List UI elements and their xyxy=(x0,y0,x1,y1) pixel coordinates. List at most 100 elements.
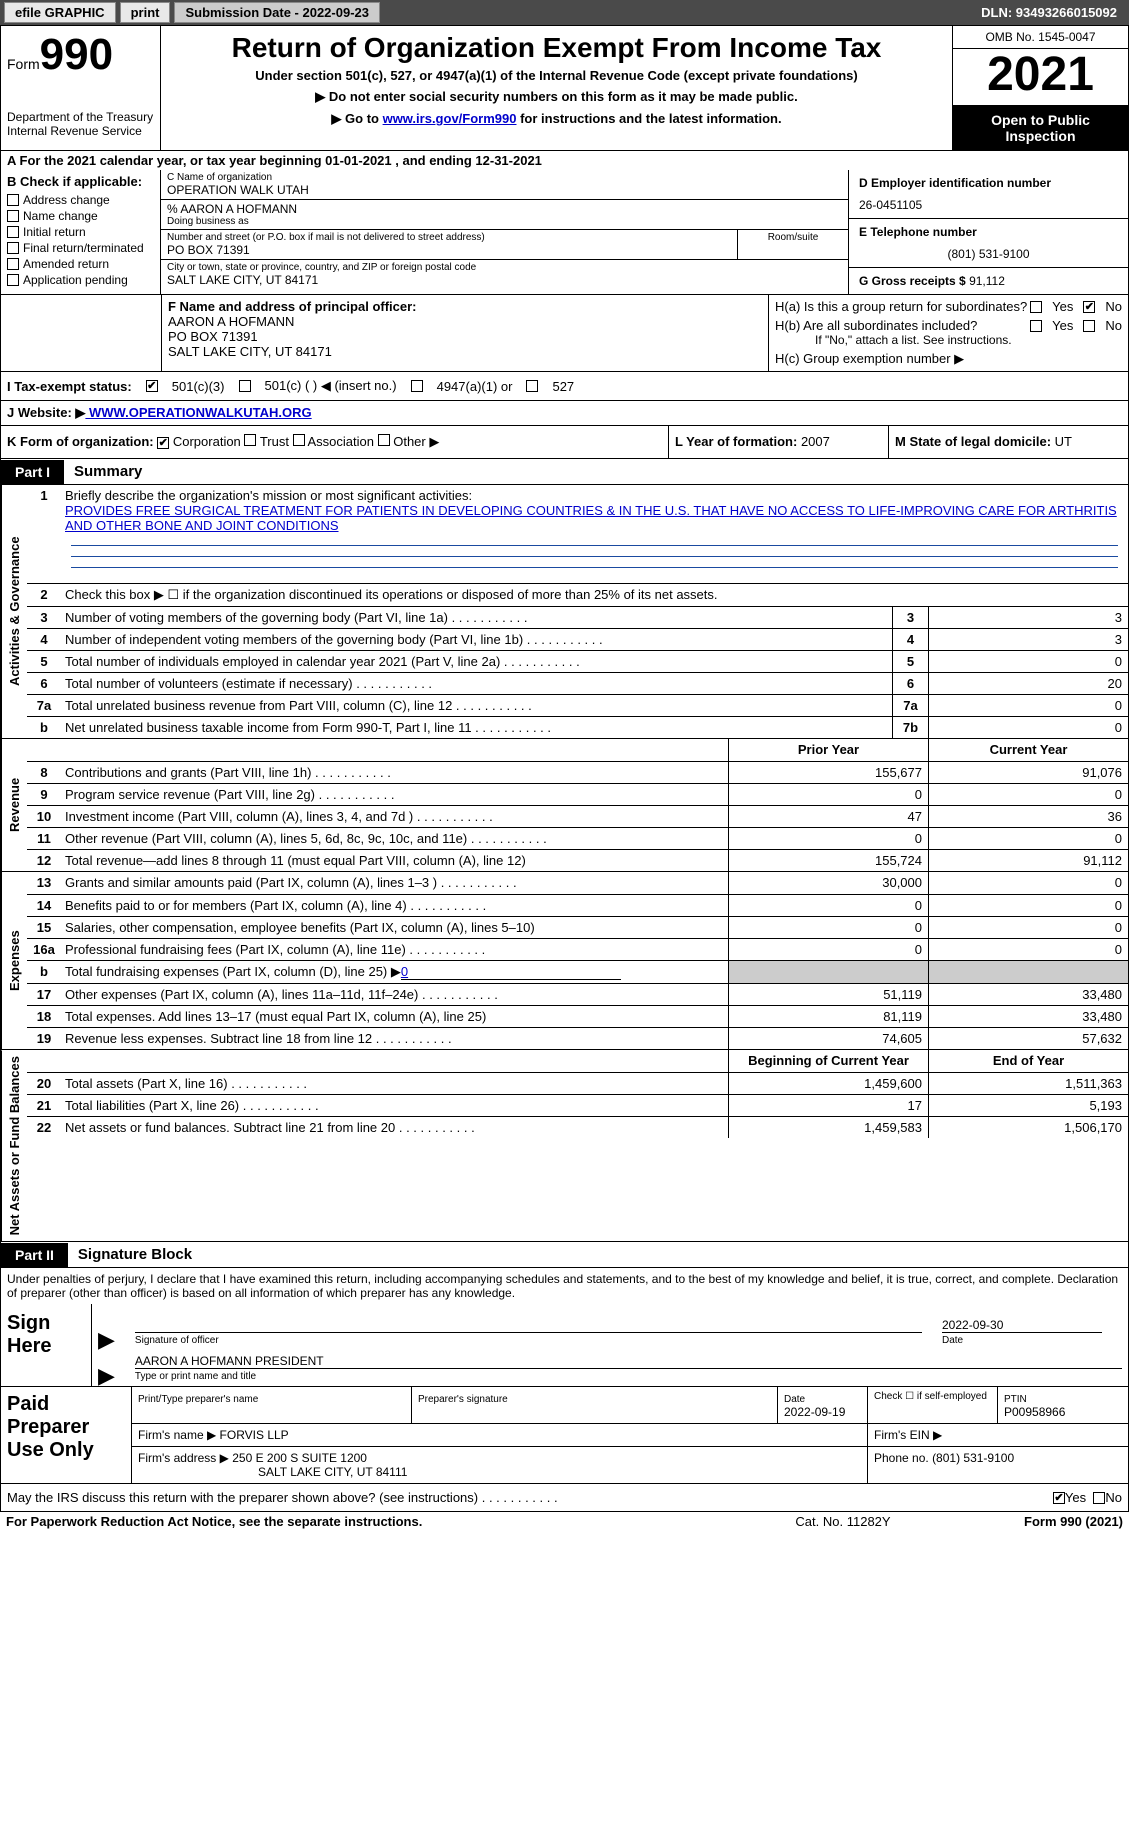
prior-21: 17 xyxy=(728,1095,928,1116)
part-1-header: Part I Summary xyxy=(0,459,1129,485)
prior-14: 0 xyxy=(728,895,928,916)
curr-12: 91,112 xyxy=(928,850,1128,871)
website-link[interactable]: WWW.OPERATIONWALKUTAH.ORG xyxy=(85,405,311,420)
dln-label: DLN: 93493266015092 xyxy=(981,5,1125,20)
curr-10: 36 xyxy=(928,806,1128,827)
form-number: Form990 xyxy=(7,30,154,80)
toolbar: efile GRAPHIC print Submission Date - 20… xyxy=(0,0,1129,25)
section-expenses: Expenses 13Grants and similar amounts pa… xyxy=(0,872,1129,1050)
org-name: OPERATION WALK UTAH xyxy=(167,183,842,197)
dept-treasury: Department of the Treasury xyxy=(7,110,154,124)
form-title: Return of Organization Exempt From Incom… xyxy=(167,32,946,64)
curr-8: 91,076 xyxy=(928,762,1128,783)
prior-10: 47 xyxy=(728,806,928,827)
org-name-label: C Name of organization xyxy=(167,172,842,183)
box-f-label: F Name and address of principal officer: xyxy=(168,299,762,314)
discuss-no-checkbox[interactable] xyxy=(1093,1492,1105,1504)
mission-text: PROVIDES FREE SURGICAL TREATMENT FOR PAT… xyxy=(65,503,1117,533)
signature-officer-label: Signature of officer xyxy=(135,1332,922,1346)
prior-22: 1,459,583 xyxy=(728,1117,928,1138)
dba-label: Doing business as xyxy=(167,216,842,227)
firm-ein-label: Firm's EIN ▶ xyxy=(874,1428,942,1442)
checkbox-501c[interactable] xyxy=(239,380,251,392)
prior-11: 0 xyxy=(728,828,928,849)
checkbox-application-pending[interactable] xyxy=(7,274,19,286)
checkbox-initial-return[interactable] xyxy=(7,226,19,238)
checkbox-501c3[interactable] xyxy=(146,380,158,392)
section-activities-governance: Activities & Governance 1 Briefly descri… xyxy=(0,485,1129,739)
print-button[interactable]: print xyxy=(120,2,171,23)
curr-20: 1,511,363 xyxy=(928,1073,1128,1094)
state-domicile: UT xyxy=(1055,434,1072,449)
val-7a: 0 xyxy=(928,695,1128,716)
checkbox-name-change[interactable] xyxy=(7,210,19,222)
city-label: City or town, state or province, country… xyxy=(167,262,842,273)
prior-16a: 0 xyxy=(728,939,928,960)
irs-discuss-row: May the IRS discuss this return with the… xyxy=(0,1484,1129,1512)
checkbox-association[interactable] xyxy=(293,434,305,446)
checkbox-4947a1[interactable] xyxy=(411,380,423,392)
prior-19: 74,605 xyxy=(728,1028,928,1049)
row-klm: K Form of organization: Corporation Trus… xyxy=(0,426,1129,459)
box-i-status: I Tax-exempt status: 501(c)(3) 501(c) ( … xyxy=(0,372,1129,401)
officer-street: PO BOX 71391 xyxy=(168,329,762,344)
section-net-assets: Net Assets or Fund Balances Beginning of… xyxy=(0,1050,1129,1242)
hb-no-checkbox[interactable] xyxy=(1083,320,1095,332)
curr-21: 5,193 xyxy=(928,1095,1128,1116)
ha-no-checkbox[interactable] xyxy=(1083,301,1095,313)
fundraising-total: 0 xyxy=(401,964,621,980)
curr-22: 1,506,170 xyxy=(928,1117,1128,1138)
prior-8: 155,677 xyxy=(728,762,928,783)
ha-yes-checkbox[interactable] xyxy=(1030,301,1042,313)
signature-date: 2022-09-30 xyxy=(942,1318,1122,1332)
checkbox-final-return[interactable] xyxy=(7,242,19,254)
prior-20: 1,459,600 xyxy=(728,1073,928,1094)
officer-printed-name: AARON A HOFMANN PRESIDENT xyxy=(135,1354,1122,1368)
box-b-label: B Check if applicable: xyxy=(7,174,154,189)
efile-graphic-button[interactable]: efile GRAPHIC xyxy=(4,2,116,23)
val-5: 0 xyxy=(928,651,1128,672)
discuss-yes-checkbox[interactable] xyxy=(1053,1492,1065,1504)
checkbox-address-change[interactable] xyxy=(7,194,19,206)
year-formation: 2007 xyxy=(801,434,830,449)
firm-name: FORVIS LLP xyxy=(220,1428,289,1442)
phone-label: E Telephone number xyxy=(859,225,1118,239)
instructions-note: ▶ Go to www.irs.gov/Form990 for instruct… xyxy=(167,111,946,127)
checkbox-527[interactable] xyxy=(526,380,538,392)
prior-18: 81,119 xyxy=(728,1006,928,1027)
tax-year: 2021 xyxy=(953,49,1128,106)
vtab-net-assets: Net Assets or Fund Balances xyxy=(1,1050,27,1241)
ein-label: D Employer identification number xyxy=(859,176,1118,190)
privacy-note: ▶ Do not enter social security numbers o… xyxy=(167,89,946,105)
arrow-icon: ▶ xyxy=(98,1369,115,1382)
preparer-date: 2022-09-19 xyxy=(784,1405,845,1419)
box-j-website: J Website: ▶ WWW.OPERATIONWALKUTAH.ORG xyxy=(0,401,1129,426)
ha-label: H(a) Is this a group return for subordin… xyxy=(775,299,1030,314)
sign-here-block: Sign Here ▶ Signature of officer 2022-09… xyxy=(0,1304,1129,1387)
checkbox-corporation[interactable] xyxy=(157,437,169,449)
val-3: 3 xyxy=(928,607,1128,628)
prior-17: 51,119 xyxy=(728,984,928,1005)
form-header: Form990 Department of the Treasury Inter… xyxy=(0,25,1129,151)
checkbox-other[interactable] xyxy=(378,434,390,446)
irs-form990-link[interactable]: www.irs.gov/Form990 xyxy=(383,111,517,126)
checkbox-trust[interactable] xyxy=(244,434,256,446)
paid-preparer-block: Paid Preparer Use Only Print/Type prepar… xyxy=(0,1387,1129,1484)
prior-15: 0 xyxy=(728,917,928,938)
officer-name: AARON A HOFMANN xyxy=(168,314,762,329)
curr-15: 0 xyxy=(928,917,1128,938)
curr-14: 0 xyxy=(928,895,1128,916)
hb-label: H(b) Are all subordinates included? xyxy=(775,318,1030,333)
row-f-h: F Name and address of principal officer:… xyxy=(0,295,1129,372)
hb-yes-checkbox[interactable] xyxy=(1030,320,1042,332)
val-4: 3 xyxy=(928,629,1128,650)
page-footer: For Paperwork Reduction Act Notice, see … xyxy=(0,1512,1129,1531)
street-label: Number and street (or P.O. box if mail i… xyxy=(167,232,731,243)
firm-address-2: SALT LAKE CITY, UT 84111 xyxy=(258,1465,407,1479)
ptin-value: P00958966 xyxy=(1004,1405,1065,1419)
care-of: % AARON A HOFMANN xyxy=(167,202,842,216)
val-7b: 0 xyxy=(928,717,1128,738)
city-state-zip: SALT LAKE CITY, UT 84171 xyxy=(167,273,842,287)
gross-receipts-value: 91,112 xyxy=(969,274,1005,288)
checkbox-amended-return[interactable] xyxy=(7,258,19,270)
